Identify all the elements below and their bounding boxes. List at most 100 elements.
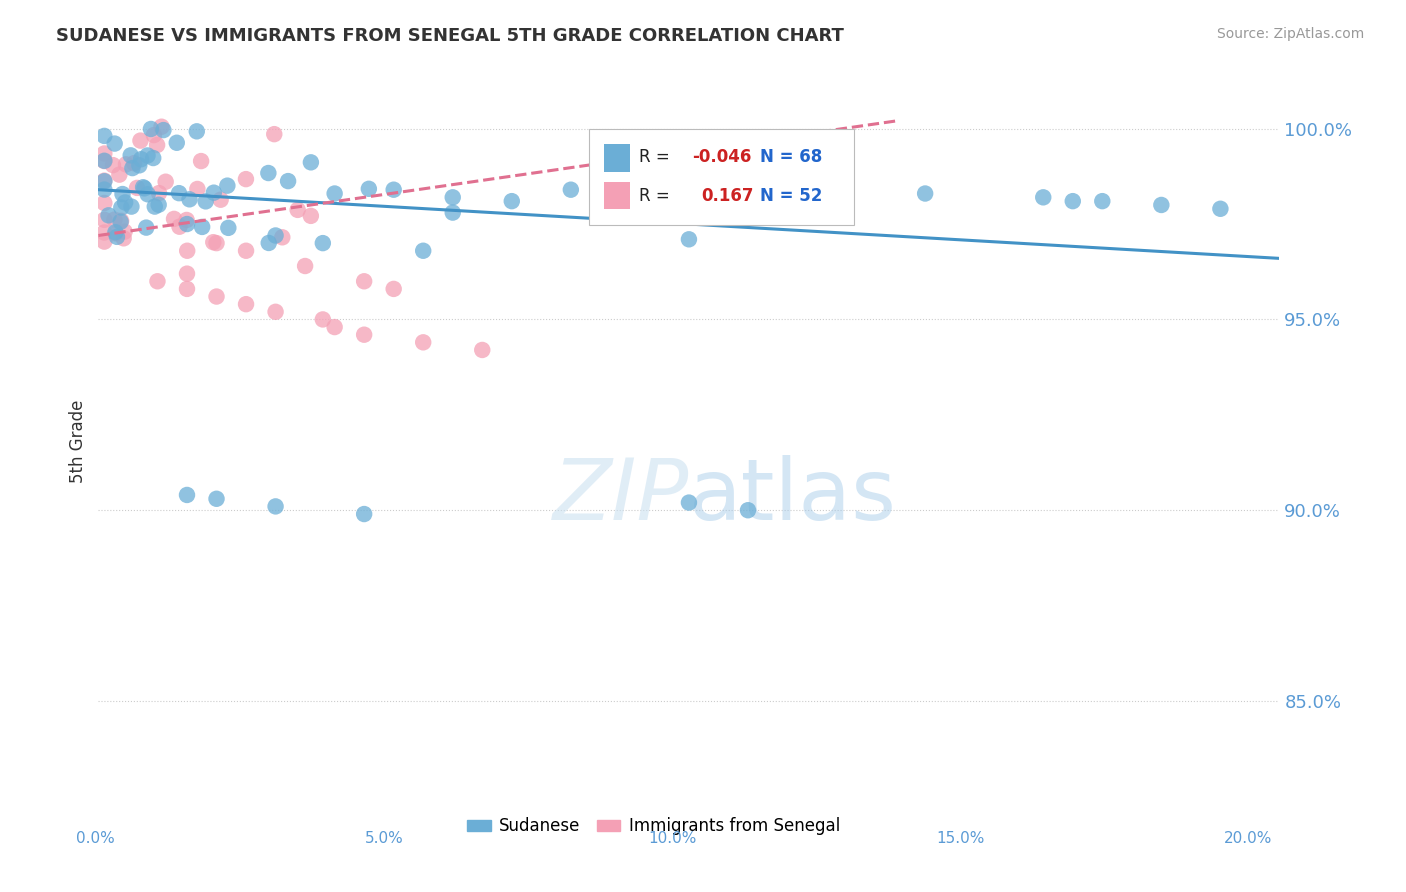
Point — [176, 244, 198, 258]
Point — [121, 161, 143, 175]
Point — [97, 208, 120, 222]
Point — [382, 183, 405, 197]
Point — [148, 186, 170, 200]
Point — [110, 215, 132, 229]
Point — [471, 343, 494, 357]
Point — [264, 228, 287, 243]
Point — [169, 219, 191, 234]
Point — [139, 122, 162, 136]
Text: 15.0%: 15.0% — [936, 831, 984, 846]
Text: 0.0%: 0.0% — [76, 831, 115, 846]
Point — [142, 151, 165, 165]
Point — [150, 120, 173, 134]
Point — [217, 220, 239, 235]
Point — [560, 183, 582, 197]
Point — [678, 495, 700, 509]
Point — [277, 174, 299, 188]
Point — [737, 503, 759, 517]
Text: 10.0%: 10.0% — [648, 831, 696, 846]
Text: N = 52: N = 52 — [759, 186, 823, 204]
Point — [120, 148, 142, 162]
Point — [202, 186, 225, 200]
Point — [235, 172, 257, 186]
Point — [93, 235, 115, 249]
Point — [132, 180, 155, 194]
Point — [103, 212, 125, 227]
Point — [93, 174, 115, 188]
Text: 0.167: 0.167 — [700, 186, 754, 204]
Point — [129, 152, 152, 166]
Y-axis label: 5th Grade: 5th Grade — [69, 400, 87, 483]
Point — [146, 274, 169, 288]
Point — [353, 274, 375, 288]
Point — [205, 289, 228, 303]
Bar — [605, 182, 630, 210]
Point — [93, 128, 115, 143]
Text: Source: ZipAtlas.com: Source: ZipAtlas.com — [1216, 27, 1364, 41]
Text: R =: R = — [640, 148, 675, 166]
Point — [257, 235, 280, 250]
Point — [129, 134, 152, 148]
Point — [111, 187, 134, 202]
Point — [135, 220, 157, 235]
Point — [264, 305, 287, 319]
Point — [353, 507, 375, 521]
Point — [176, 217, 198, 231]
Point — [120, 200, 142, 214]
Point — [501, 194, 523, 209]
Point — [235, 244, 257, 258]
Point — [93, 183, 115, 197]
Point — [148, 198, 170, 212]
Point — [312, 312, 335, 326]
Point — [93, 212, 115, 227]
Point — [235, 297, 257, 311]
Point — [93, 154, 115, 169]
Bar — [605, 145, 630, 171]
Point — [678, 198, 700, 212]
Legend: Sudanese, Immigrants from Senegal: Sudanese, Immigrants from Senegal — [461, 811, 846, 842]
Point — [104, 136, 127, 151]
Point — [1150, 198, 1173, 212]
Point — [108, 168, 131, 182]
Point — [163, 211, 186, 226]
Point — [167, 186, 190, 201]
Point — [134, 181, 156, 195]
Point — [104, 225, 127, 239]
Point — [257, 166, 280, 180]
Point — [136, 187, 159, 202]
Point — [146, 138, 169, 153]
Point — [155, 175, 177, 189]
Point — [93, 153, 115, 168]
Point — [357, 182, 380, 196]
Text: 20.0%: 20.0% — [1225, 831, 1272, 846]
Point — [186, 182, 208, 196]
Point — [737, 186, 759, 201]
Point — [412, 335, 434, 350]
Point — [191, 219, 214, 234]
Point — [299, 155, 322, 169]
Point — [176, 488, 198, 502]
Text: R =: R = — [640, 186, 675, 204]
Text: -0.046: -0.046 — [693, 148, 752, 166]
Point — [122, 156, 145, 170]
Text: SUDANESE VS IMMIGRANTS FROM SENEGAL 5TH GRADE CORRELATION CHART: SUDANESE VS IMMIGRANTS FROM SENEGAL 5TH … — [56, 27, 844, 45]
Point — [110, 201, 132, 215]
Point — [312, 236, 335, 251]
Point — [176, 282, 198, 296]
Point — [110, 214, 132, 228]
Point — [217, 178, 239, 193]
Point — [176, 267, 198, 281]
FancyBboxPatch shape — [589, 129, 855, 225]
Text: 5.0%: 5.0% — [364, 831, 404, 846]
Point — [287, 202, 309, 217]
Point — [323, 186, 346, 201]
Point — [136, 148, 159, 162]
Point — [1062, 194, 1084, 209]
Text: ZIP: ZIP — [553, 455, 689, 538]
Point — [93, 226, 115, 240]
Point — [143, 200, 166, 214]
Point — [412, 244, 434, 258]
Point — [678, 232, 700, 246]
Point — [152, 123, 174, 137]
Point — [205, 491, 228, 506]
